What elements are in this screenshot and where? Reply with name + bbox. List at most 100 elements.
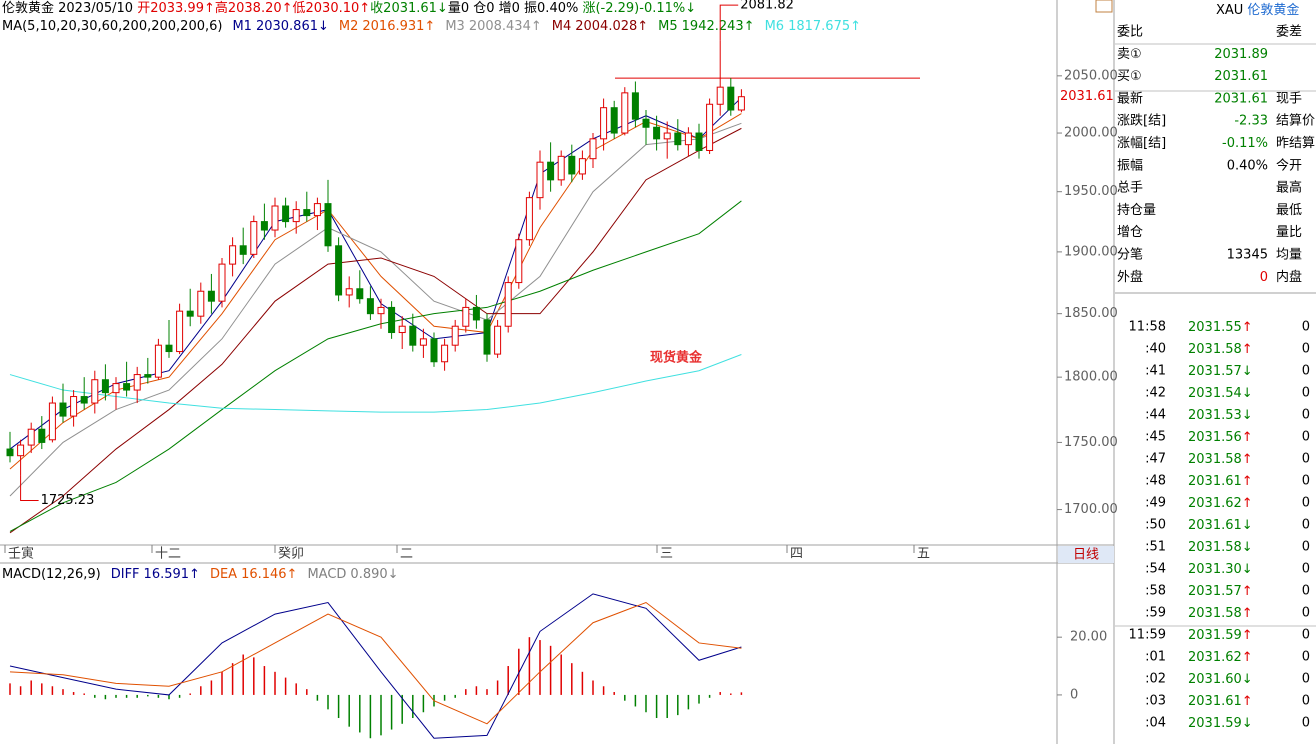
info-segment: 高2038.20↑ [215, 0, 293, 16]
candle-body [17, 444, 25, 457]
quote-header: XAU 伦敦黄金 [1216, 2, 1299, 18]
trade-direction: ↑ [1242, 320, 1253, 335]
candle-body [313, 203, 321, 217]
trade-price-value: 2031.56 [1188, 430, 1242, 445]
candle-body [154, 344, 162, 378]
ma-name: M3 [445, 19, 465, 34]
trade-price-value: 2031.55 [1188, 320, 1242, 335]
candle-body [377, 306, 385, 315]
trade-volume: 0 [1302, 342, 1310, 357]
trade-direction: ↑ [1242, 496, 1253, 511]
candle-body [547, 161, 555, 181]
trade-price-value: 2031.61 [1188, 694, 1242, 709]
trade-price-value: 2031.53 [1188, 408, 1242, 423]
annotation-leader [20, 475, 39, 501]
trade-time: :47 [1145, 452, 1166, 467]
trade-price-value: 2031.60 [1188, 672, 1242, 687]
trade-price-value: 2031.58 [1188, 452, 1242, 467]
trade-direction: ↓ [1242, 364, 1253, 379]
trade-direction: ↑ [1242, 584, 1253, 599]
candle-body [727, 86, 735, 111]
trade-direction: ↓ [1242, 716, 1253, 731]
y-tick-label: 1800.00 [1064, 370, 1118, 385]
ma-line [9, 127, 742, 534]
candle-body [366, 298, 374, 315]
macd-value: 16.591↑ [144, 567, 200, 582]
info-segment: 涨(-2.29)-0.11%↓ [582, 1, 696, 16]
candle-body [737, 96, 745, 111]
corner-icon[interactable] [1095, 0, 1113, 13]
candle-body [536, 161, 544, 199]
macd-legend: MACD(12,26,9) DIFF 16.591↑ DEA 16.146↑ MACD 0.… [2, 567, 399, 582]
candle-body [282, 205, 290, 223]
candle-body [642, 118, 650, 128]
trade-direction: ↓ [1242, 540, 1253, 555]
candle-body [557, 155, 565, 181]
candle-body [112, 383, 120, 394]
ma-legend: MA(5,10,20,30,60,200,200,200,6) M1 2030.86… [2, 19, 861, 34]
time-label: 四 [790, 547, 803, 562]
quote-label: 持仓量 [1117, 203, 1156, 218]
watermark: 现货黄金 [650, 350, 703, 366]
info-segment: 量0 仓0 增0 振0.40% [448, 1, 583, 16]
candle-body [218, 263, 226, 302]
candle-body [483, 319, 491, 355]
trade-price: 2031.54↓ [1188, 386, 1253, 401]
quote-label: 内盘 [1276, 269, 1302, 285]
trade-volume: 0 [1302, 452, 1310, 467]
candle-body [165, 344, 173, 353]
trade-volume: 0 [1302, 694, 1310, 709]
candle-body [462, 306, 470, 327]
candle-body [70, 396, 78, 417]
trade-volume: 0 [1302, 606, 1310, 621]
trade-time: :03 [1145, 694, 1166, 709]
ma-indicator: MA(5,10,20,30,60,200,200,200,6) [2, 19, 222, 34]
macd-value: 0.890↓ [350, 567, 398, 582]
trade-direction: ↓ [1242, 408, 1253, 423]
ma-name: M2 [339, 19, 359, 34]
trade-time: :04 [1145, 716, 1166, 731]
trade-volume: 0 [1302, 364, 1310, 379]
trade-direction: ↓ [1242, 386, 1253, 401]
trade-time: :50 [1145, 518, 1166, 533]
ma-value: 2016.931↑ [362, 19, 435, 34]
trade-price: 2031.60↓ [1188, 672, 1253, 687]
candle-body [186, 310, 194, 317]
candle-body [6, 448, 14, 457]
time-label: 壬寅 [8, 546, 34, 562]
trade-volume: 0 [1302, 562, 1310, 577]
trade-price-value: 2031.59 [1188, 628, 1242, 643]
quote-value: -2.33 [1234, 114, 1268, 129]
quote-value: 0.40% [1227, 158, 1268, 173]
candle-body [229, 245, 237, 265]
info-segment: 收2031.61↓ [370, 1, 448, 16]
trade-time: :40 [1145, 342, 1166, 357]
period-button-bg[interactable] [1058, 546, 1114, 563]
trade-volume: 0 [1302, 320, 1310, 335]
quote-label: 最高 [1276, 180, 1302, 196]
ma-line [9, 113, 742, 470]
quote-label: 昨结算 [1276, 136, 1315, 151]
trade-volume: 0 [1302, 672, 1310, 687]
candle-body [409, 325, 417, 346]
candle-body [494, 325, 502, 355]
y-tick-label: 1950.00 [1064, 184, 1118, 199]
ma-value: 2030.861↓ [256, 19, 329, 34]
trade-direction: ↓ [1242, 672, 1253, 687]
candle-body [716, 86, 724, 105]
trade-price: 2031.56↑ [1188, 430, 1253, 445]
trade-price: 2031.59↓ [1188, 716, 1253, 731]
candle-body [684, 132, 692, 146]
period-button[interactable]: 日线 [1073, 548, 1099, 563]
candle-body [27, 428, 35, 446]
trade-price-value: 2031.57 [1188, 364, 1242, 379]
ma-value: 2008.434↑ [469, 19, 542, 34]
trade-volume: 0 [1302, 518, 1310, 533]
info-segment: 伦敦黄金 2023/05/10 [2, 0, 137, 16]
candle-body [123, 383, 131, 391]
ma-name: M1 [232, 19, 252, 34]
info-bar: 伦敦黄金 2023/05/10 开2033.99↑高2038.20↑低2030.… [2, 0, 696, 16]
macd-line [9, 601, 742, 725]
trade-price: 2031.61↓ [1188, 518, 1253, 533]
